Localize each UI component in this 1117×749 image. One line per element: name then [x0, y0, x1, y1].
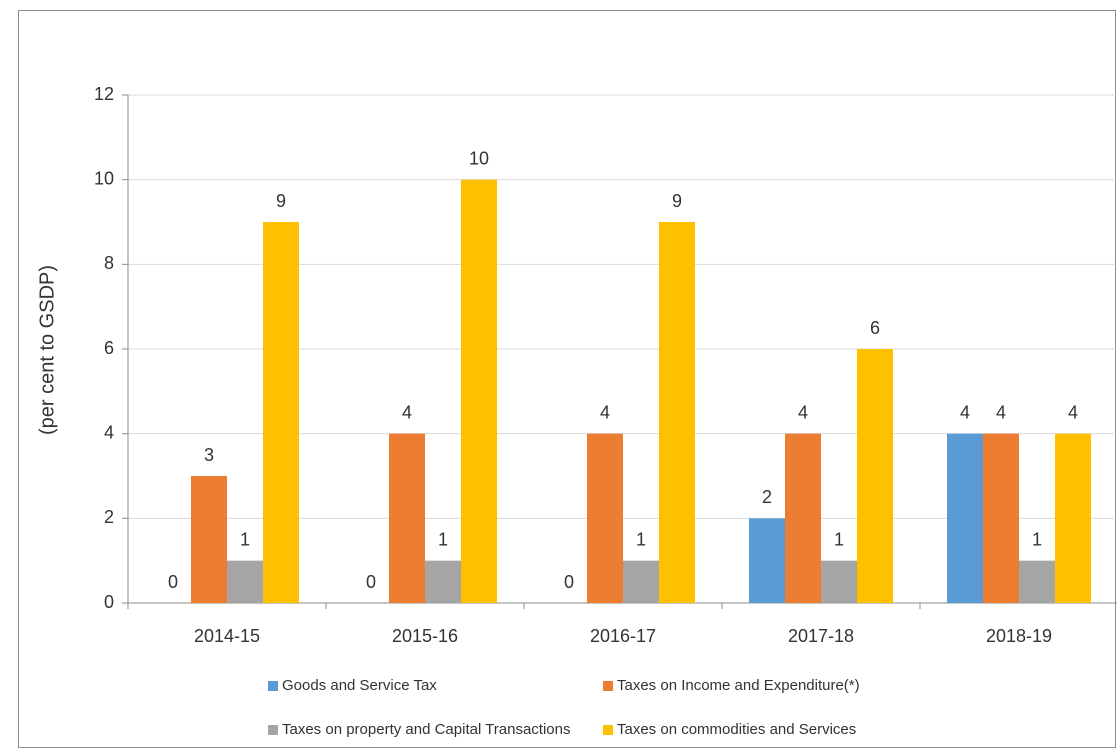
- y-tick-label: 4: [104, 422, 114, 442]
- legend-swatch: [268, 725, 278, 735]
- y-tick-label: 2: [104, 507, 114, 527]
- bar: [857, 349, 893, 603]
- x-tick-label: 2014-15: [194, 626, 260, 646]
- data-label: 4: [1068, 402, 1078, 422]
- data-label: 6: [870, 318, 880, 338]
- legend-label: Taxes on property and Capital Transactio…: [282, 721, 571, 738]
- data-label: 0: [366, 572, 376, 592]
- x-tick-label: 2017-18: [788, 626, 854, 646]
- data-label: 1: [240, 529, 250, 549]
- y-tick-label: 12: [94, 84, 114, 104]
- y-tick-label: 0: [104, 592, 114, 612]
- bar: [785, 433, 821, 603]
- chart-frame: [18, 10, 1116, 748]
- bar: [587, 433, 623, 603]
- bar: [1019, 560, 1055, 603]
- data-label: 1: [636, 529, 646, 549]
- data-label: 1: [438, 529, 448, 549]
- legend-swatch: [603, 725, 613, 735]
- data-label: 4: [600, 402, 610, 422]
- data-label: 10: [469, 148, 489, 168]
- data-label: 1: [1032, 529, 1042, 549]
- data-label: 3: [204, 445, 214, 465]
- data-label: 4: [996, 402, 1006, 422]
- bar: [425, 560, 461, 603]
- bar: [749, 518, 785, 603]
- legend-label: Taxes on commodities and Services: [617, 721, 856, 738]
- legend-label: Taxes on Income and Expenditure(*): [617, 677, 860, 694]
- y-tick-label: 10: [94, 168, 114, 188]
- data-label: 0: [168, 572, 178, 592]
- data-label: 0: [564, 572, 574, 592]
- data-label: 2: [762, 487, 772, 507]
- data-label: 4: [960, 402, 970, 422]
- bar: [947, 433, 983, 603]
- bar: [1055, 433, 1091, 603]
- bar: [191, 476, 227, 603]
- legend-label: Goods and Service Tax: [282, 677, 437, 694]
- data-label: 4: [798, 402, 808, 422]
- bar: [821, 560, 857, 603]
- y-axis-label: (per cent to GSDP): [36, 265, 58, 435]
- x-tick-label: 2016-17: [590, 626, 656, 646]
- y-tick-label: 6: [104, 338, 114, 358]
- x-tick-label: 2018-19: [986, 626, 1052, 646]
- bar: [263, 222, 299, 603]
- legend-swatch: [268, 681, 278, 691]
- bar: [983, 433, 1019, 603]
- y-tick-label: 8: [104, 253, 114, 273]
- x-tick-label: 2015-16: [392, 626, 458, 646]
- bar: [623, 560, 659, 603]
- bar: [659, 222, 695, 603]
- bar: [461, 179, 497, 603]
- legend-swatch: [603, 681, 613, 691]
- data-label: 1: [834, 529, 844, 549]
- data-label: 9: [276, 191, 286, 211]
- data-label: 4: [402, 402, 412, 422]
- bar: [227, 560, 263, 603]
- bar: [389, 433, 425, 603]
- data-label: 9: [672, 191, 682, 211]
